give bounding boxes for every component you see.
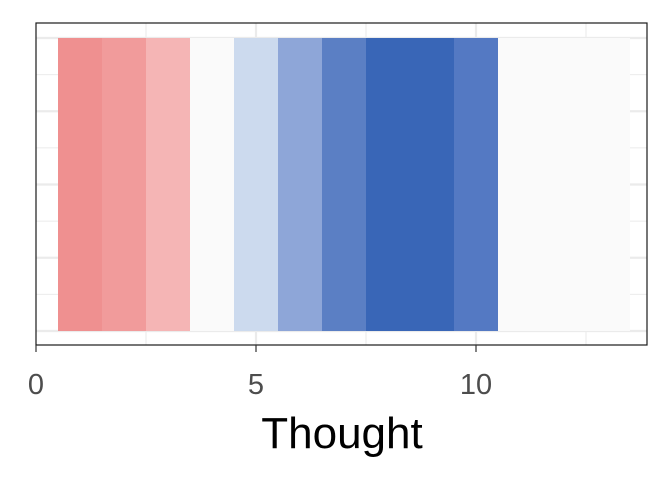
- heatmap-tile: [234, 38, 278, 331]
- x-tick-label: 5: [248, 369, 264, 401]
- x-axis-ticks: 0 5 10: [28, 345, 492, 401]
- heatmap-tile: [146, 38, 190, 331]
- heatmap-tile: [454, 38, 498, 331]
- heatmap-tile: [58, 38, 102, 331]
- x-tick-label: 10: [460, 369, 492, 401]
- heatmap-tile: [498, 38, 542, 331]
- plot-panel-border: [35, 22, 648, 346]
- heatmap-tile: [322, 38, 366, 331]
- heatmap-tile: [102, 38, 146, 331]
- heatmap-tile: [586, 38, 630, 331]
- tile-group: [58, 38, 630, 331]
- heatmap-tile: [366, 38, 410, 331]
- heatmap-tile: [278, 38, 322, 331]
- heatmap-tile: [410, 38, 454, 331]
- x-tick-label: 0: [28, 369, 44, 401]
- heatmap-tile: [190, 38, 234, 331]
- heatmap-tile: [542, 38, 586, 331]
- x-axis-title: Thought: [261, 409, 422, 458]
